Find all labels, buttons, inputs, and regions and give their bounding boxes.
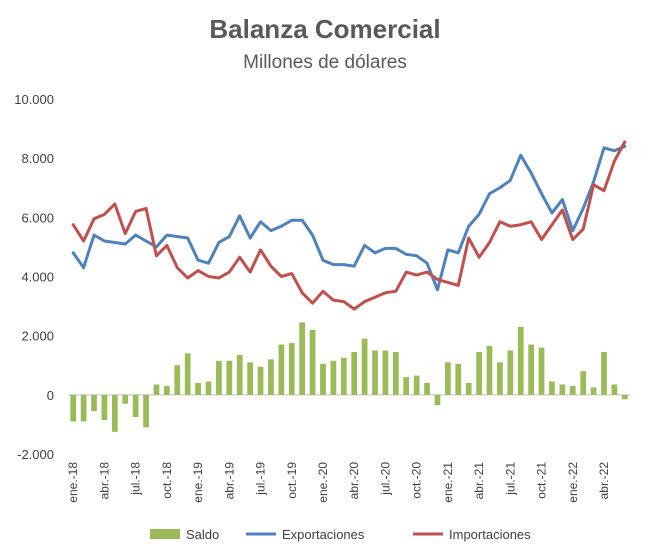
chart-title: Balanza Comercial: [209, 14, 441, 44]
bar-saldo: [278, 344, 285, 395]
bar-saldo: [216, 360, 222, 395]
bar-saldo: [330, 360, 337, 395]
bar-saldo: [226, 360, 233, 395]
bar-saldo: [465, 383, 472, 395]
bar-saldo: [247, 362, 253, 395]
y-tick-label: 0: [47, 388, 54, 403]
y-tick-label: 4.000: [21, 270, 54, 285]
bar-saldo: [143, 394, 149, 428]
bar-saldo: [538, 347, 545, 395]
x-tick-label: oct.-20: [410, 462, 424, 499]
bar-saldo: [174, 365, 181, 395]
bar-saldo: [517, 326, 524, 395]
bar-saldo: [455, 363, 462, 395]
bar-saldo: [403, 377, 410, 395]
x-tick-label: jul.-21: [503, 462, 517, 496]
bar-saldo: [184, 353, 191, 395]
bar-saldo: [101, 394, 108, 420]
bar-saldo: [413, 375, 420, 395]
bar-saldo: [361, 338, 368, 395]
bar-saldo: [528, 344, 534, 395]
y-tick-label: 8.000: [21, 151, 54, 166]
bar-saldo: [288, 343, 295, 395]
legend-item: Saldo: [150, 527, 219, 542]
bar-saldo: [268, 359, 274, 395]
bar-saldo: [195, 383, 201, 395]
line-exportaciones: [71, 144, 627, 292]
bar-saldo: [611, 384, 618, 395]
bar-saldo: [392, 351, 399, 395]
x-tick-label: abr.-18: [97, 462, 111, 500]
x-tick-label: ene.-22: [566, 462, 580, 503]
bar-saldo: [559, 384, 566, 395]
legend-label: Importaciones: [449, 527, 531, 542]
bar-saldo: [80, 394, 87, 422]
x-tick-label: ene.-18: [66, 462, 80, 503]
y-tick-label: -2.000: [17, 447, 54, 462]
bar-saldo: [569, 385, 576, 395]
x-tick-label: oct.-18: [160, 462, 174, 499]
bar-saldo: [580, 371, 587, 395]
y-tick-label: 2.000: [21, 329, 54, 344]
bar-saldo: [424, 383, 430, 395]
bar-saldo: [122, 394, 129, 404]
bar-saldo: [340, 357, 347, 395]
x-tick-label: oct.-19: [285, 462, 299, 499]
bar-saldo: [153, 384, 160, 395]
legend-item: Importaciones: [413, 527, 531, 542]
chart-subtitle: Millones de dólares: [243, 52, 407, 73]
x-tick-label: abr.-21: [472, 462, 486, 500]
bar-saldo: [434, 394, 441, 406]
bar-saldo: [205, 381, 212, 395]
bar-saldo: [486, 346, 493, 395]
x-tick-label: ene.-19: [191, 462, 205, 503]
bar-saldo: [497, 362, 503, 395]
bar-saldo: [132, 394, 139, 418]
bar-saldo: [236, 354, 243, 395]
bar-saldo: [164, 385, 170, 395]
legend-label: Exportaciones: [282, 527, 365, 542]
line-importaciones: [71, 140, 627, 311]
bar-saldo: [299, 322, 306, 395]
bar-saldo: [445, 362, 451, 395]
x-tick-label: abr.-22: [597, 462, 611, 500]
bar-saldo: [320, 363, 326, 395]
bar-saldo: [70, 394, 77, 422]
bar-saldo: [507, 350, 514, 395]
bar-saldo: [351, 351, 358, 395]
x-tick-label: ene.-21: [441, 462, 455, 503]
y-tick-label: 10.000: [14, 92, 54, 107]
x-tick-label: jul.-20: [378, 462, 392, 496]
legend-label: Saldo: [186, 527, 219, 542]
x-tick-label: jul.-19: [254, 462, 268, 496]
bar-saldo: [257, 366, 264, 395]
bar-saldo: [549, 381, 555, 395]
x-tick-label: abr.-20: [347, 462, 361, 500]
x-tick-label: abr.-19: [222, 462, 236, 500]
x-tick-label: oct.-21: [535, 462, 549, 499]
bar-saldo: [621, 394, 628, 400]
x-tick-label: ene.-20: [316, 462, 330, 503]
bar-saldo: [590, 387, 597, 395]
bar-saldo: [91, 394, 97, 412]
bar-saldo: [372, 350, 378, 395]
bar-saldo: [111, 394, 118, 432]
bar-saldo: [601, 351, 607, 395]
bar-saldo: [382, 350, 389, 395]
y-tick-label: 6.000: [21, 210, 54, 225]
legend-item: Exportaciones: [246, 527, 365, 542]
legend-swatch: [150, 529, 180, 539]
bar-saldo: [309, 329, 316, 395]
x-tick-label: jul.-18: [129, 462, 143, 496]
bar-saldo: [476, 351, 482, 395]
